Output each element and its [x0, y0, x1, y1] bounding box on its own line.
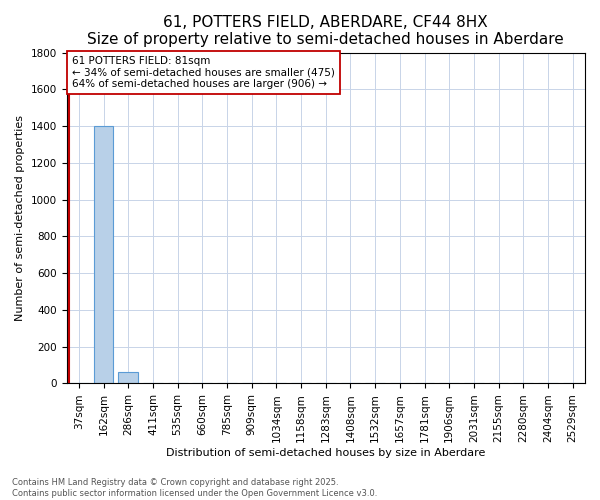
Text: 61 POTTERS FIELD: 81sqm
← 34% of semi-detached houses are smaller (475)
64% of s: 61 POTTERS FIELD: 81sqm ← 34% of semi-de…	[72, 56, 335, 89]
Bar	[94, 126, 113, 384]
Title: 61, POTTERS FIELD, ABERDARE, CF44 8HX
Size of property relative to semi-detached: 61, POTTERS FIELD, ABERDARE, CF44 8HX Si…	[88, 15, 564, 48]
Y-axis label: Number of semi-detached properties: Number of semi-detached properties	[15, 115, 25, 321]
Text: Contains HM Land Registry data © Crown copyright and database right 2025.
Contai: Contains HM Land Registry data © Crown c…	[12, 478, 377, 498]
X-axis label: Distribution of semi-detached houses by size in Aberdare: Distribution of semi-detached houses by …	[166, 448, 485, 458]
Bar	[118, 372, 138, 384]
